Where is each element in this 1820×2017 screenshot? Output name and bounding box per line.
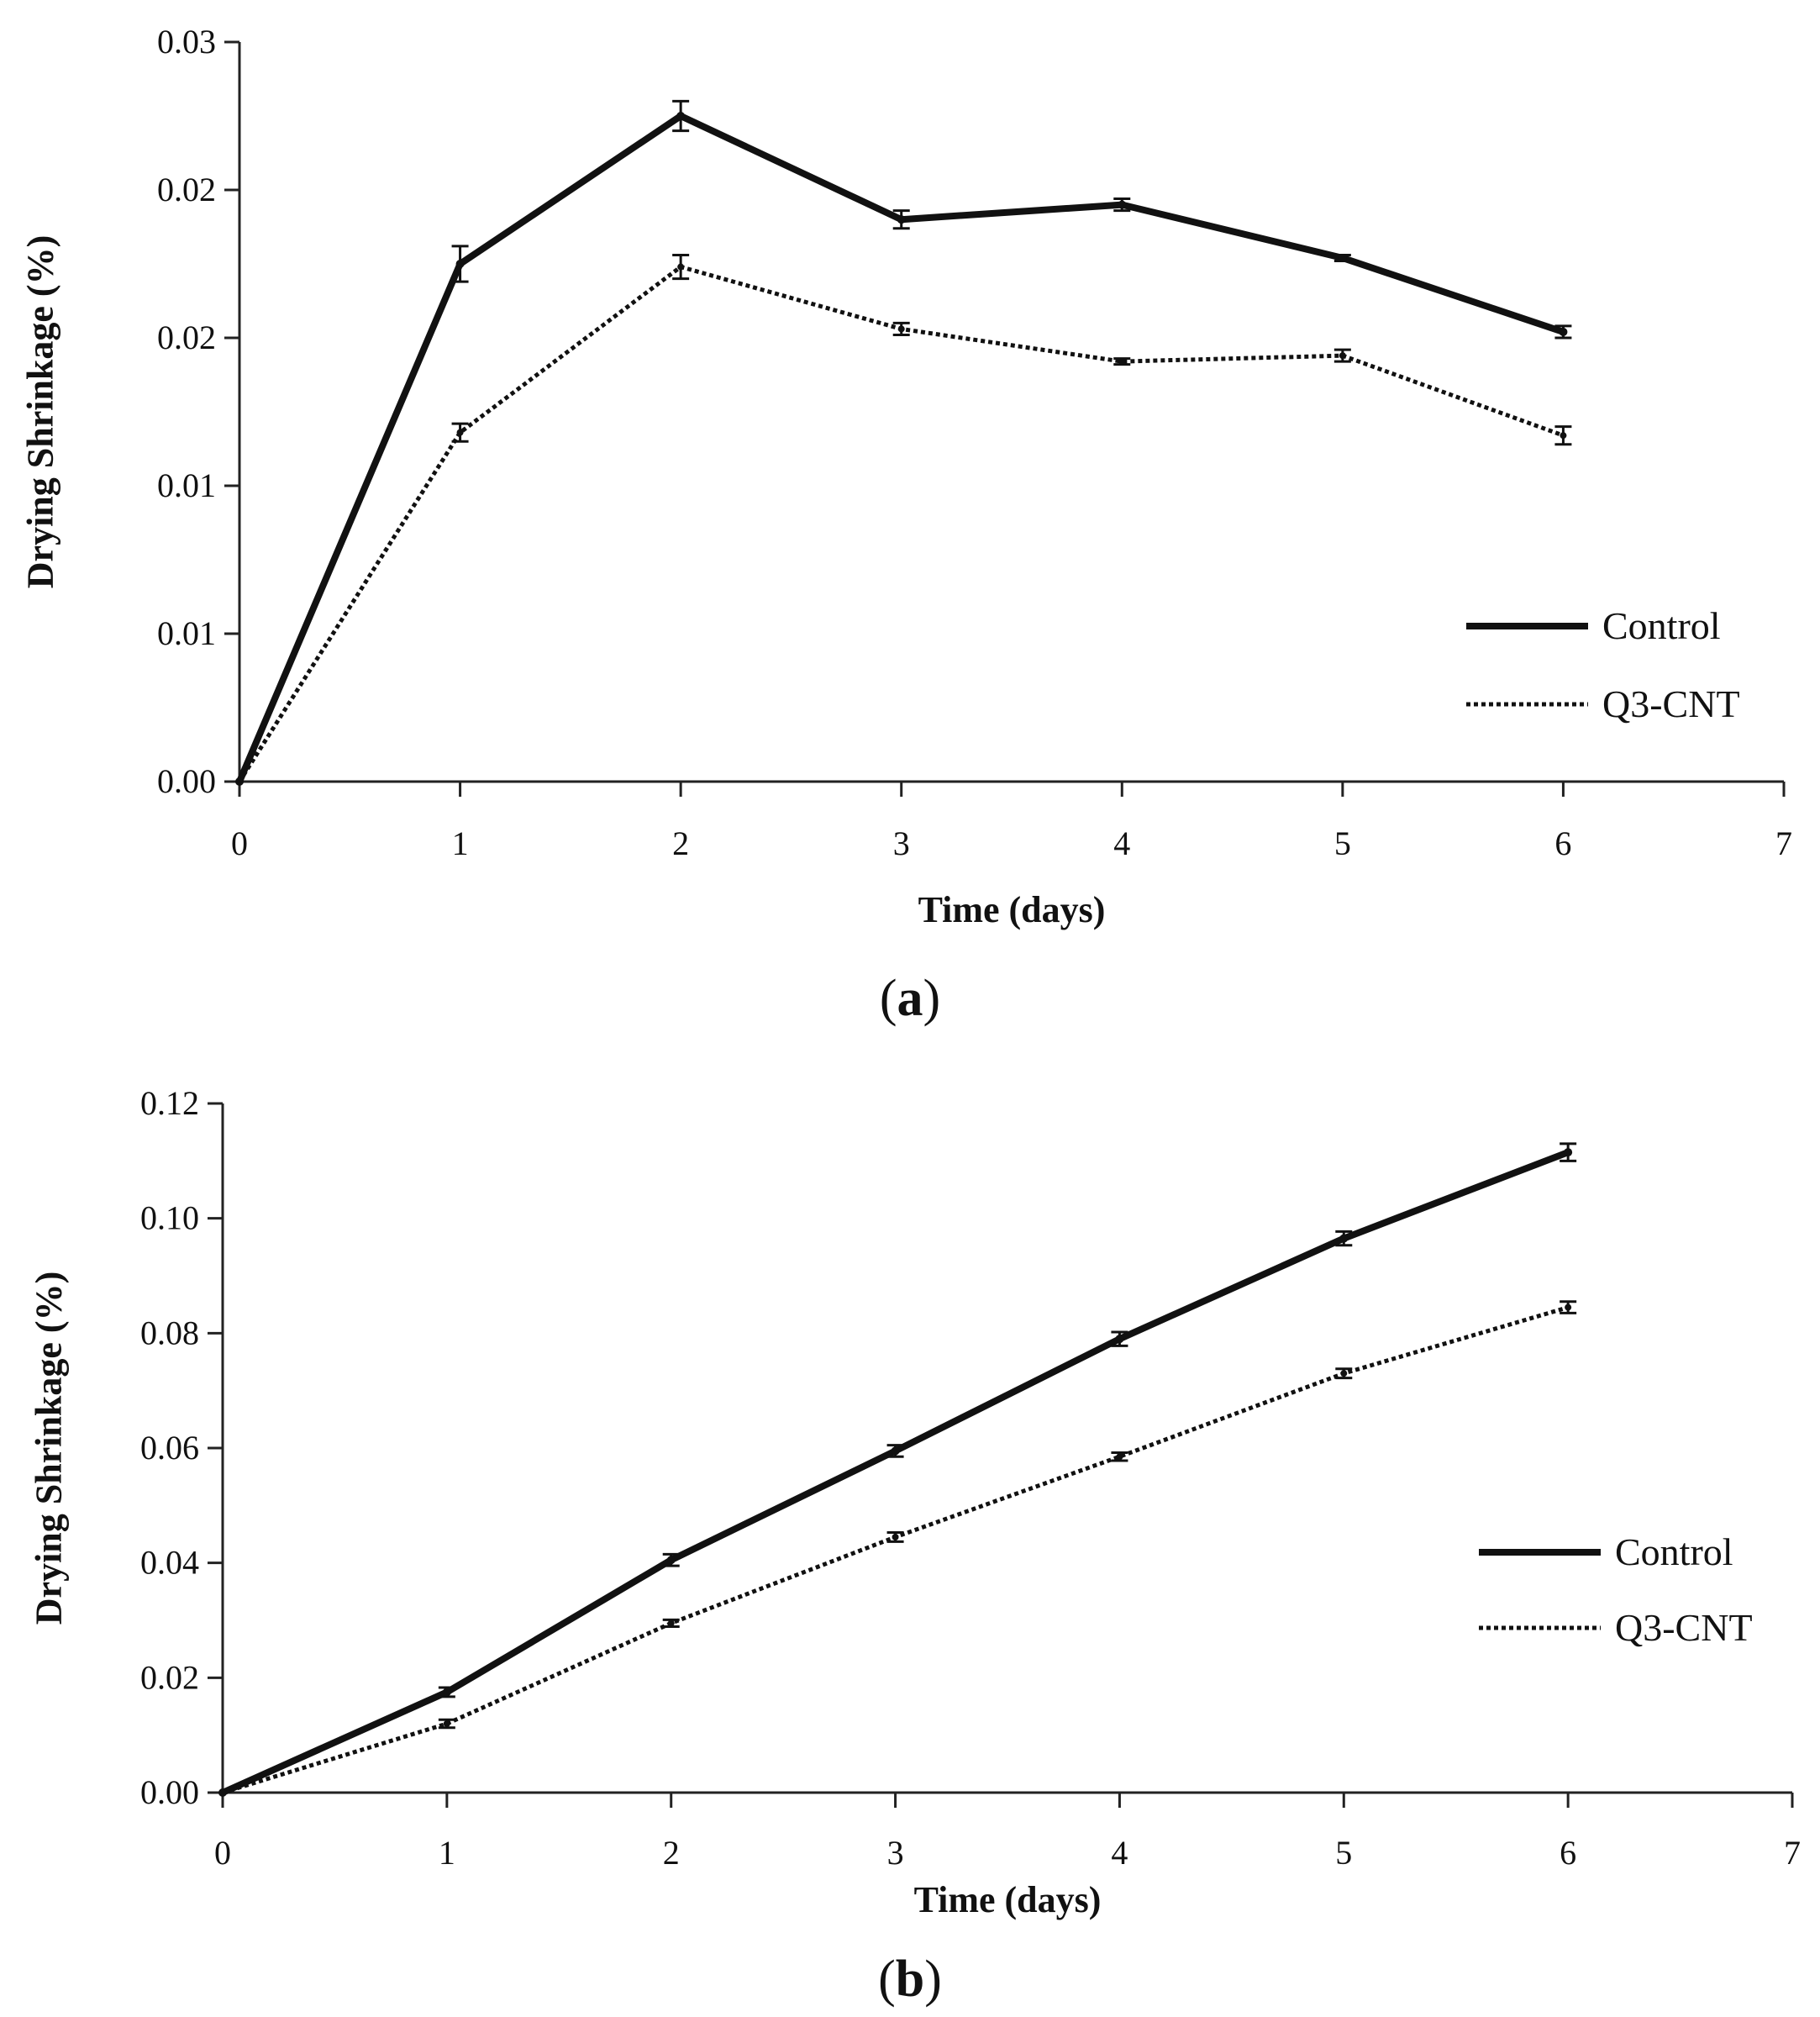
y-tick-label: 0.02 bbox=[157, 171, 216, 208]
x-tick-label: 2 bbox=[672, 824, 689, 862]
x-tick-label: 0 bbox=[214, 1834, 231, 1872]
y-tick-label: 0.00 bbox=[157, 762, 216, 800]
x-tick-label: 7 bbox=[1775, 824, 1792, 862]
data-point bbox=[1340, 1370, 1348, 1377]
y-tick-label: 0.01 bbox=[157, 614, 216, 652]
data-point bbox=[667, 1619, 675, 1627]
legend-label: Q3-CNT bbox=[1602, 682, 1740, 725]
data-point bbox=[236, 778, 243, 785]
x-tick-label: 6 bbox=[1554, 824, 1571, 862]
x-tick-label: 3 bbox=[893, 824, 910, 862]
data-point bbox=[1339, 1234, 1349, 1243]
y-tick-label: 0.03 bbox=[157, 23, 216, 61]
data-point bbox=[442, 1688, 451, 1697]
y-tick-label: 0.02 bbox=[157, 319, 216, 356]
legend-label: Q3-CNT bbox=[1615, 1606, 1753, 1649]
data-point bbox=[676, 112, 686, 120]
y-axis-title: Drying Shrinkage (%) bbox=[29, 1272, 70, 1625]
series-line-q3-cnt bbox=[237, 265, 1565, 783]
x-tick-label: 0 bbox=[231, 824, 248, 862]
data-point bbox=[666, 1556, 676, 1565]
data-point bbox=[1118, 200, 1127, 209]
data-point bbox=[897, 215, 906, 224]
y-tick-label: 0.00 bbox=[140, 1773, 199, 1811]
data-point bbox=[1116, 1453, 1123, 1461]
data-point bbox=[219, 1789, 226, 1796]
x-tick-label: 5 bbox=[1334, 824, 1351, 862]
chart-panel-b: 0.00 0.02 0.04 0.06 0.08 0.10 0.12 0 1 2 3 4 5 6 7 Time… bbox=[29, 1084, 1802, 1920]
y-tick-label: 0.06 bbox=[140, 1429, 199, 1467]
x-axis-title: Time (days) bbox=[918, 889, 1106, 930]
y-tick-label: 0.02 bbox=[140, 1658, 199, 1696]
x-tick-label: 4 bbox=[1111, 1834, 1128, 1872]
y-tick-label: 0.01 bbox=[157, 466, 216, 504]
data-point bbox=[1564, 1148, 1573, 1157]
x-tick-label: 1 bbox=[439, 1834, 455, 1872]
legend-label: Control bbox=[1615, 1530, 1733, 1573]
y-tick-label: 0.04 bbox=[140, 1544, 199, 1582]
chart-panel-a: 0.00 0.01 0.01 0.02 0.02 0.03 0 1 2 3 4 5 6 7 Time (da… bbox=[20, 23, 1793, 930]
x-tick-label: 7 bbox=[1784, 1834, 1801, 1872]
x-tick-label: 2 bbox=[663, 1834, 680, 1872]
series-line-control bbox=[221, 1149, 1570, 1796]
y-tick-label: 0.08 bbox=[140, 1314, 199, 1351]
y-tick-label: 0.10 bbox=[140, 1199, 199, 1237]
y-axis-title: Drying Shrinkage (%) bbox=[20, 235, 61, 588]
data-point bbox=[1565, 1303, 1572, 1311]
data-point bbox=[1118, 358, 1126, 366]
data-point bbox=[892, 1533, 899, 1540]
caption-b: (b) bbox=[878, 1951, 942, 2008]
legend-label: Control bbox=[1602, 604, 1721, 647]
data-point bbox=[455, 260, 465, 268]
data-point bbox=[456, 429, 464, 436]
data-point bbox=[1559, 327, 1568, 336]
caption-a-letter: a bbox=[897, 970, 923, 1027]
x-tick-label: 5 bbox=[1335, 1834, 1352, 1872]
data-point bbox=[677, 263, 685, 271]
caption-a: (a) bbox=[880, 970, 940, 1027]
data-point bbox=[897, 325, 905, 333]
series-line-q3-cnt bbox=[222, 1305, 1569, 1795]
data-point bbox=[1338, 253, 1347, 262]
x-axis-title: Time (days) bbox=[914, 1879, 1102, 1920]
x-tick-label: 4 bbox=[1113, 824, 1130, 862]
data-point bbox=[443, 1720, 450, 1727]
x-tick-label: 1 bbox=[452, 824, 469, 862]
x-tick-label: 3 bbox=[887, 1834, 904, 1872]
caption-b-letter: b bbox=[896, 1951, 924, 2008]
data-point bbox=[1115, 1335, 1124, 1344]
data-point bbox=[1560, 432, 1567, 440]
y-tick-label: 0.12 bbox=[140, 1084, 199, 1122]
data-point bbox=[891, 1446, 900, 1456]
x-tick-label: 6 bbox=[1560, 1834, 1576, 1872]
data-point bbox=[1339, 352, 1346, 360]
